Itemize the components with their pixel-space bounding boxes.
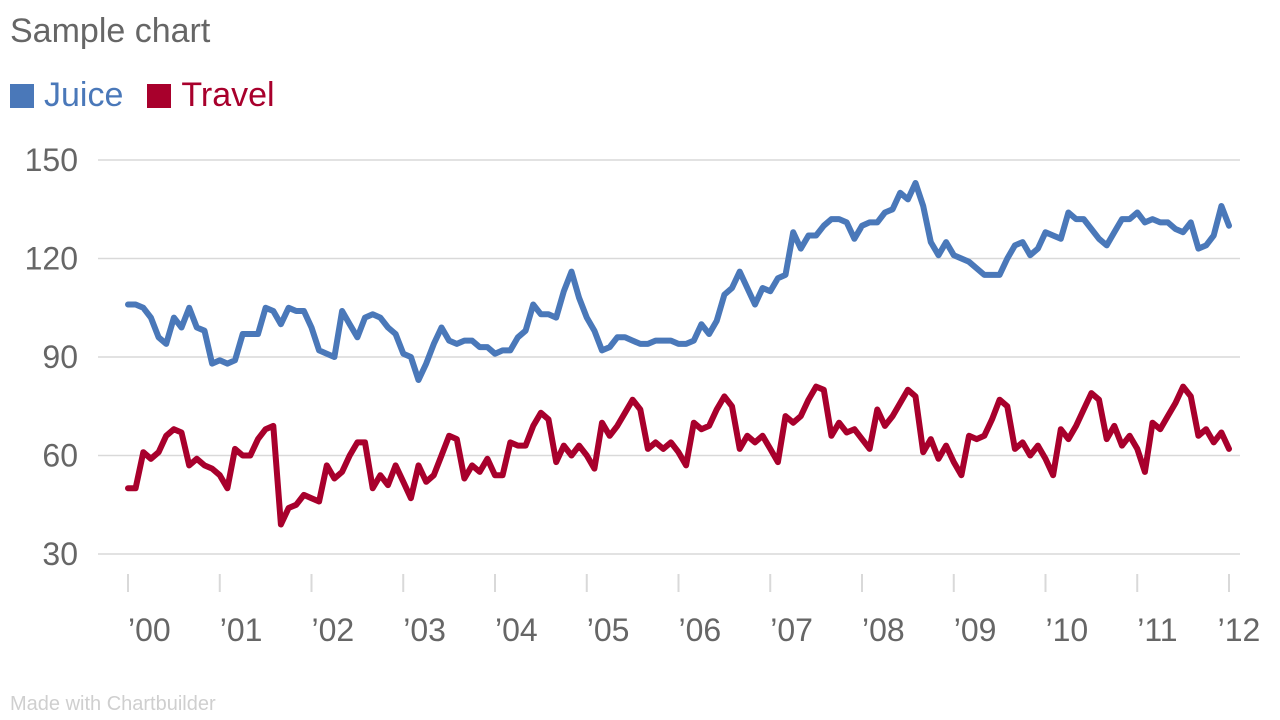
y-tick-label: 60 <box>42 438 78 474</box>
legend-swatch-travel <box>147 83 172 108</box>
series-line-travel <box>125 383 1232 528</box>
x-tick-label: ’01 <box>220 612 263 648</box>
x-tick-label: ’00 <box>128 612 171 648</box>
legend: Juice Travel <box>10 76 275 115</box>
series-line-juice <box>125 180 1232 383</box>
x-tick-label: ’04 <box>495 612 538 648</box>
x-axis: ’00 ’01 ’02 ’03 ’04 ’05 ’06 ’07 ’08 ’09 ’10 ’11 ’12 <box>127 574 1261 648</box>
x-tick-label: ’11 <box>1137 612 1177 648</box>
x-tick-label: ’07 <box>770 612 813 648</box>
x-tick-label: ’08 <box>862 612 905 648</box>
y-tick-label: 30 <box>42 536 78 572</box>
legend-label-travel: Travel <box>181 76 275 114</box>
legend-swatch-juice <box>10 83 34 108</box>
series-lines <box>125 180 1232 528</box>
y-tick-label: 150 <box>25 142 78 178</box>
x-tick-label: ’06 <box>679 612 722 648</box>
credit-text: Made with Chartbuilder <box>10 693 216 715</box>
chart-title: Sample chart <box>10 12 211 50</box>
x-tick-label: ’10 <box>1046 612 1089 648</box>
legend-entry-travel: Travel <box>147 76 275 115</box>
gridlines <box>98 159 1240 555</box>
y-axis: 30 60 90 120 150 <box>25 142 78 572</box>
x-tick-label: ’03 <box>403 612 446 648</box>
legend-label-juice: Juice <box>44 76 124 114</box>
x-tick-label: ’09 <box>954 612 997 648</box>
y-tick-label: 90 <box>42 339 78 375</box>
x-tick-label: ’12 <box>1218 612 1261 648</box>
x-tick-label: ’02 <box>312 612 355 648</box>
y-tick-label: 120 <box>25 241 78 277</box>
legend-entry-juice: Juice <box>10 76 123 115</box>
x-tick-label: ’05 <box>587 612 630 648</box>
